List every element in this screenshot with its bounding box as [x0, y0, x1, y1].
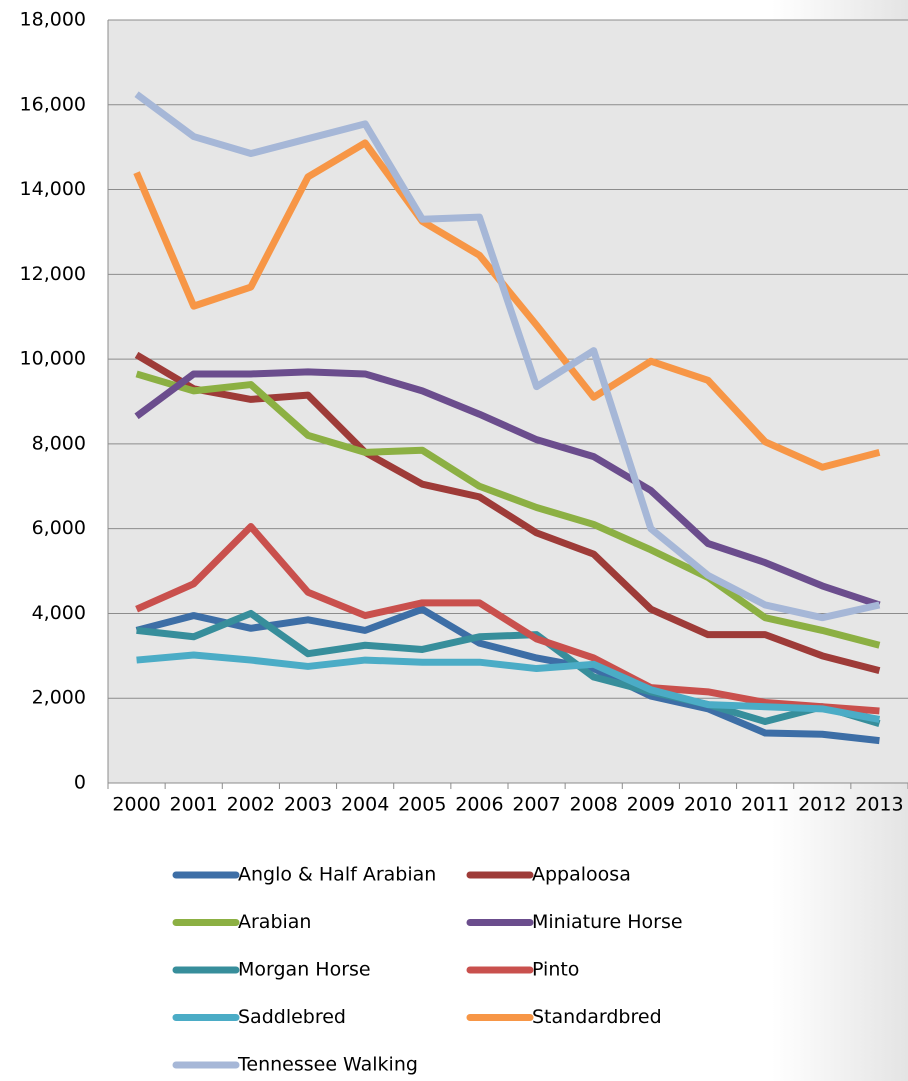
legend-label: Morgan Horse: [238, 959, 371, 981]
y-tick-label: 16,000: [20, 93, 86, 115]
series-line: [135, 370, 881, 649]
y-tick-label: 12,000: [20, 263, 86, 285]
series-line: [134, 368, 881, 609]
y-tick-label: 2,000: [32, 687, 86, 709]
y-tick-label: 4,000: [32, 602, 86, 624]
x-tick-label: 2009: [627, 794, 675, 816]
legend-label: Pinto: [532, 959, 579, 981]
y-tick-label: 18,000: [20, 9, 86, 31]
series-line: [135, 605, 880, 745]
legend-label: Standardbred: [532, 1006, 662, 1028]
x-tick-label: 2008: [570, 794, 618, 816]
x-tick-label: 2010: [684, 794, 732, 816]
series-line: [134, 91, 881, 622]
legend-label: Saddlebred: [238, 1006, 346, 1028]
x-tick-label: 2013: [855, 794, 903, 816]
x-tick-label: 2011: [741, 794, 789, 816]
y-tick-label: 14,000: [20, 178, 86, 200]
legend-label: Tennessee Walking: [237, 1054, 418, 1076]
x-tick-label: 2007: [512, 794, 560, 816]
x-tick-label: 2003: [284, 794, 332, 816]
y-tick-label: 0: [74, 772, 86, 794]
legend-label: Anglo & Half Arabian: [238, 864, 436, 886]
x-tick-label: 2006: [455, 794, 503, 816]
y-tick-label: 8,000: [32, 432, 86, 454]
y-tick-label: 6,000: [32, 517, 86, 539]
series-line: [135, 523, 880, 715]
y-tick-label: 10,000: [20, 348, 86, 370]
legend-label: Arabian: [238, 911, 311, 933]
series-line: [136, 651, 881, 723]
series-line: [134, 351, 881, 675]
legend-label: Appaloosa: [532, 864, 631, 886]
series-line: [136, 609, 881, 728]
x-tick-label: 2005: [398, 794, 446, 816]
x-tick-label: 2012: [798, 794, 846, 816]
series-line: [133, 139, 881, 471]
x-tick-label: 2002: [227, 794, 275, 816]
x-tick-label: 2000: [112, 794, 160, 816]
x-tick-label: 2001: [170, 794, 218, 816]
x-tick-label: 2004: [341, 794, 389, 816]
legend-label: Miniature Horse: [532, 911, 683, 933]
